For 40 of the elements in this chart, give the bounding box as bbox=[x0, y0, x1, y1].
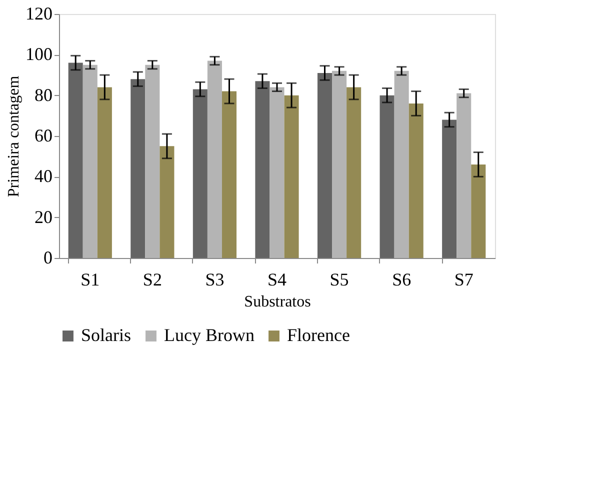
bar bbox=[82, 64, 98, 258]
bar bbox=[394, 70, 409, 258]
bar bbox=[471, 164, 486, 258]
bar bbox=[270, 87, 284, 258]
y-tick-label: 40 bbox=[34, 166, 52, 186]
bar bbox=[442, 120, 457, 258]
bar bbox=[380, 95, 394, 258]
y-tick-label: 0 bbox=[44, 248, 52, 268]
bar bbox=[68, 62, 83, 258]
y-tick-label: 60 bbox=[34, 126, 52, 146]
y-tick-label: 120 bbox=[26, 4, 52, 24]
bar bbox=[222, 91, 237, 258]
y-tick-label: 20 bbox=[34, 206, 52, 227]
bar bbox=[145, 64, 160, 258]
x-tick-label: S6 bbox=[392, 270, 412, 290]
bar bbox=[284, 95, 299, 258]
legend-label: Florence bbox=[287, 325, 350, 345]
legend-label: Lucy Brown bbox=[164, 325, 254, 345]
bar bbox=[207, 60, 222, 258]
x-tick-label: S1 bbox=[80, 270, 100, 290]
bar bbox=[317, 72, 332, 258]
x-tick-label: S5 bbox=[330, 270, 349, 290]
x-axis-title: Substratos bbox=[244, 294, 311, 310]
x-tick-label: S7 bbox=[454, 270, 474, 290]
bar bbox=[456, 93, 472, 258]
y-tick-label: 80 bbox=[34, 84, 52, 105]
bar bbox=[346, 87, 362, 258]
bar bbox=[332, 70, 347, 258]
y-axis-title: Primeira contagem bbox=[6, 75, 22, 198]
bar bbox=[408, 103, 424, 258]
x-tick-label: S3 bbox=[205, 270, 224, 290]
y-tick-label: 100 bbox=[26, 44, 52, 64]
bar bbox=[97, 87, 112, 258]
x-tick-label: S4 bbox=[267, 270, 287, 290]
legend-label: Solaris bbox=[81, 325, 132, 345]
bar bbox=[192, 89, 208, 258]
bar bbox=[255, 81, 270, 258]
bar bbox=[160, 146, 174, 258]
x-tick-label: S2 bbox=[142, 270, 162, 290]
bar bbox=[130, 79, 146, 258]
